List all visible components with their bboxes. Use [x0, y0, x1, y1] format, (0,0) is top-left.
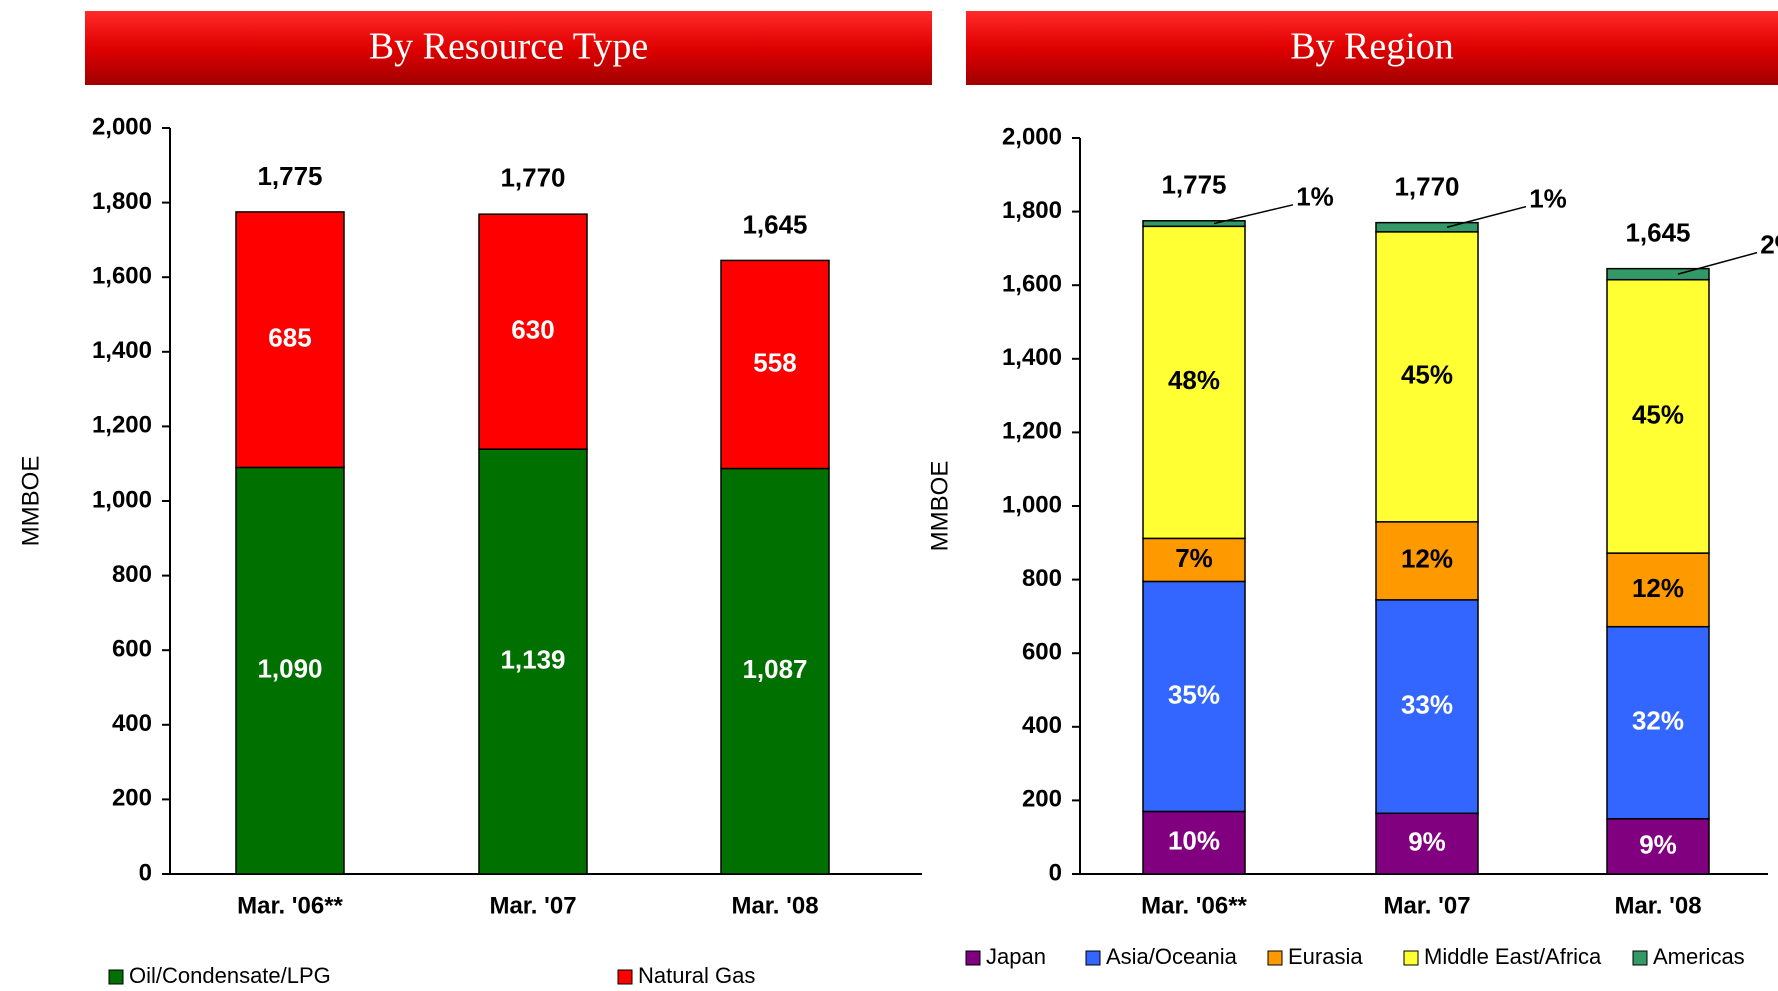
- bar-segment: [1142, 220, 1246, 228]
- total-label: 1,645: [1625, 218, 1690, 248]
- bar-segment: [1375, 812, 1479, 875]
- y-tick-label: 200: [1022, 786, 1062, 813]
- legend-label: Japan: [986, 944, 1046, 969]
- value-label: 685: [268, 323, 311, 353]
- y-tick-label: 800: [112, 561, 152, 588]
- y-tick-label: 400: [1022, 712, 1062, 739]
- value-label: 1,087: [742, 654, 807, 684]
- bar-segment: [1606, 267, 1710, 281]
- total-label: 1,770: [500, 163, 565, 193]
- value-label: 10%: [1168, 826, 1220, 856]
- y-tick-label: 2,000: [92, 113, 152, 140]
- legend-swatch: [1267, 950, 1283, 966]
- value-label: 1,139: [500, 644, 565, 674]
- header-bar: [85, 11, 932, 85]
- header-bar: [966, 11, 1778, 85]
- total-label: 1,775: [257, 161, 322, 191]
- y-tick-label: 1,800: [1002, 197, 1062, 224]
- bar-segment: [235, 466, 345, 875]
- y-tick-label: 0: [139, 859, 152, 886]
- y-tick-label: 0: [1049, 859, 1062, 886]
- value-label: 630: [511, 315, 554, 345]
- y-tick-label: 1,000: [92, 486, 152, 513]
- value-label: 33%: [1401, 689, 1453, 719]
- legend-swatch: [1085, 950, 1101, 966]
- y-tick-label: 200: [112, 785, 152, 812]
- y-tick-label: 1,800: [92, 188, 152, 215]
- x-tick-label: Mar. '08: [1614, 892, 1701, 919]
- legend-label: Oil/Condensate/LPG: [129, 963, 331, 988]
- y-tick-label: 800: [1022, 565, 1062, 592]
- y-tick-label: 1,400: [1002, 344, 1062, 371]
- bar-segment: [1375, 221, 1479, 233]
- value-label: 558: [753, 347, 796, 377]
- y-tick-label: 400: [112, 710, 152, 737]
- bar-segment: [720, 467, 830, 875]
- value-label: 48%: [1168, 365, 1220, 395]
- legend-swatch: [108, 969, 124, 985]
- legend-label: Americas: [1653, 944, 1745, 969]
- total-label: 1,645: [742, 209, 807, 239]
- bar-segment: [1142, 225, 1246, 540]
- value-label: 9%: [1639, 829, 1677, 859]
- y-tick-label: 2,000: [1002, 123, 1062, 150]
- value-label: 1%: [1529, 184, 1567, 214]
- value-label: 9%: [1408, 827, 1446, 857]
- y-axis-label: MMBOE: [17, 456, 44, 547]
- value-label: 1%: [1296, 182, 1334, 212]
- legend-swatch: [965, 950, 981, 966]
- legend-label: Middle East/Africa: [1424, 944, 1602, 969]
- bar-segment: [1606, 818, 1710, 875]
- value-label: 45%: [1632, 399, 1684, 429]
- y-axis-label: MMBOE: [926, 461, 953, 552]
- x-tick-label: Mar. '06**: [1141, 892, 1247, 919]
- total-label: 1,775: [1161, 170, 1226, 200]
- value-label: 45%: [1401, 360, 1453, 390]
- value-label: 35%: [1168, 679, 1220, 709]
- legend-swatch: [1403, 950, 1419, 966]
- bar-segment: [235, 211, 345, 469]
- bar-segment: [1142, 537, 1246, 583]
- y-tick-label: 1,400: [92, 337, 152, 364]
- value-label: 12%: [1401, 544, 1453, 574]
- y-tick-label: 1,600: [1002, 271, 1062, 298]
- y-tick-label: 1,200: [92, 412, 152, 439]
- legend-label: Asia/Oceania: [1106, 944, 1238, 969]
- x-tick-label: Mar. '07: [489, 892, 576, 919]
- value-label: 7%: [1175, 543, 1213, 573]
- total-label: 1,770: [1394, 172, 1459, 202]
- x-tick-label: Mar. '07: [1383, 892, 1470, 919]
- header-title: By Resource Type: [369, 26, 648, 68]
- bar-segment: [720, 259, 830, 470]
- bar-segment: [1142, 580, 1246, 813]
- bar-segment: [478, 213, 588, 450]
- x-tick-label: Mar. '08: [731, 892, 818, 919]
- legend-label: Eurasia: [1288, 944, 1363, 969]
- bar-segment: [1606, 625, 1710, 820]
- value-label: 32%: [1632, 706, 1684, 736]
- header-title: By Region: [1290, 26, 1454, 68]
- leader-line: [1677, 251, 1758, 275]
- bar-segment: [1375, 521, 1479, 601]
- leader-line: [1213, 204, 1294, 225]
- value-label: 2%: [1760, 230, 1778, 260]
- value-label: 1,090: [257, 654, 322, 684]
- bar-segment: [1606, 552, 1710, 628]
- y-tick-label: 600: [1022, 639, 1062, 666]
- bar-segment: [1375, 231, 1479, 523]
- y-tick-label: 1,600: [92, 263, 152, 290]
- bar-segment: [478, 448, 588, 875]
- value-label: 12%: [1632, 573, 1684, 603]
- legend-swatch: [617, 969, 633, 985]
- legend-label: Natural Gas: [638, 963, 755, 988]
- y-tick-label: 1,000: [1002, 491, 1062, 518]
- x-tick-label: Mar. '06**: [237, 892, 343, 919]
- legend-swatch: [1632, 950, 1648, 966]
- y-tick-label: 1,200: [1002, 418, 1062, 445]
- bar-segment: [1142, 810, 1246, 875]
- y-tick-label: 600: [112, 636, 152, 663]
- leader-line: [1446, 205, 1527, 228]
